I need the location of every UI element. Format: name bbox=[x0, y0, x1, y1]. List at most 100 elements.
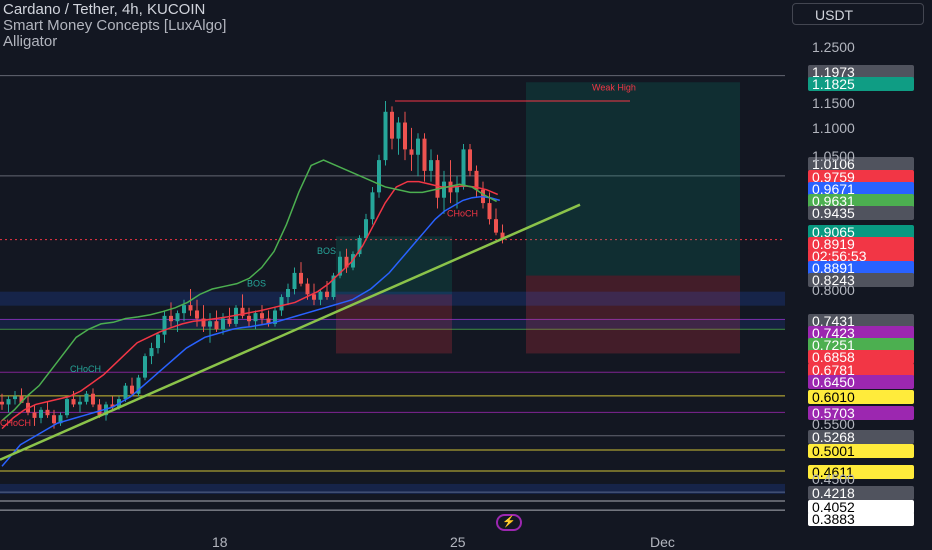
candle-body bbox=[136, 377, 141, 394]
candle-body bbox=[474, 170, 479, 190]
annotation-label: CHoCH bbox=[447, 209, 478, 219]
alligator-jaw bbox=[1, 195, 500, 467]
price-label: 0.9065 bbox=[808, 225, 914, 239]
flash-icon[interactable]: ⚡ bbox=[496, 514, 522, 531]
candle-body bbox=[338, 256, 342, 276]
candle-body bbox=[65, 399, 69, 416]
candle-body bbox=[175, 313, 180, 322]
candle-body bbox=[305, 283, 310, 295]
candle-body bbox=[32, 412, 37, 418]
price-label: 0.7431 bbox=[808, 314, 914, 328]
candle-body bbox=[318, 291, 323, 300]
trendline bbox=[0, 203, 581, 461]
candle-body bbox=[416, 138, 420, 155]
annotation-label: CHoCH bbox=[0, 418, 31, 428]
candle-body bbox=[39, 409, 43, 418]
candle-body bbox=[325, 291, 329, 298]
candle-body bbox=[260, 313, 264, 319]
candle-body bbox=[247, 315, 251, 322]
annotation-label: BOS bbox=[247, 278, 266, 288]
price-label: 0.9759 bbox=[808, 170, 914, 184]
currency-selector[interactable]: USDT bbox=[792, 3, 924, 25]
candle-body bbox=[58, 415, 63, 424]
price-label: 0.9435 bbox=[808, 206, 914, 220]
candle-body bbox=[312, 294, 316, 300]
indicator-smc[interactable]: Smart Money Concepts [LuxAlgo] bbox=[3, 17, 227, 34]
candle-body bbox=[442, 181, 446, 198]
price-label: 0.5268 bbox=[808, 430, 914, 444]
price-label: 0.8919 bbox=[808, 237, 914, 251]
x-tick-label: 25 bbox=[450, 534, 466, 550]
price-label: 0.9671 bbox=[808, 182, 914, 196]
candle-body bbox=[188, 305, 193, 311]
price-label: 0.7423 bbox=[808, 326, 914, 340]
candle-body bbox=[422, 138, 427, 171]
candle-body bbox=[97, 404, 102, 416]
candle-body bbox=[45, 409, 50, 416]
price-label: 0.5001 bbox=[808, 444, 914, 458]
candle-body bbox=[494, 219, 498, 233]
candle-body bbox=[84, 393, 89, 402]
y-tick-label: 0.5500 bbox=[812, 416, 855, 432]
candle-body bbox=[461, 149, 466, 187]
candle-body bbox=[279, 297, 284, 311]
candle-body bbox=[78, 401, 82, 405]
stop-zone bbox=[526, 275, 740, 354]
price-label: 1.0106 bbox=[808, 157, 914, 171]
candle-body bbox=[409, 149, 414, 155]
candle-body bbox=[364, 219, 368, 238]
candle-body bbox=[195, 310, 199, 319]
candle-body bbox=[162, 315, 167, 335]
annotation-label: Weak High bbox=[592, 82, 636, 92]
symbol-title[interactable]: Cardano / Tether, 4h, KUCOIN bbox=[3, 1, 206, 18]
candle-body bbox=[52, 415, 56, 424]
candle-body bbox=[292, 272, 297, 289]
alligator-lips bbox=[1, 159, 497, 422]
price-label: 0.9631 bbox=[808, 194, 914, 208]
candle-body bbox=[357, 237, 362, 255]
y-tick-label: 1.0500 bbox=[812, 148, 855, 164]
candle-body bbox=[149, 348, 154, 357]
price-label: 1.1973 bbox=[808, 65, 914, 79]
demand-band-3 bbox=[0, 483, 785, 494]
candle-body bbox=[429, 160, 433, 171]
price-label: 0.7251 bbox=[808, 338, 914, 352]
price-label: 0.4052 bbox=[808, 500, 914, 514]
candle-body bbox=[0, 401, 4, 405]
price-label: 0.3883 bbox=[808, 512, 914, 526]
annotation-label: BOS bbox=[317, 246, 336, 256]
price-label: 0.4218 bbox=[808, 486, 914, 500]
candle-body bbox=[299, 272, 303, 284]
candle-body bbox=[123, 385, 128, 400]
candle-body bbox=[286, 289, 290, 298]
candle-body bbox=[377, 160, 381, 193]
candle-body bbox=[455, 186, 459, 193]
candle-body bbox=[344, 256, 349, 268]
candle-body bbox=[221, 318, 225, 330]
candle-body bbox=[182, 305, 186, 314]
y-tick-label: 1.2500 bbox=[812, 39, 855, 55]
candle-body bbox=[71, 399, 76, 405]
price-label: 0.5703 bbox=[808, 406, 914, 420]
price-label: 0.4611 bbox=[808, 465, 914, 479]
candle-body bbox=[169, 315, 173, 322]
candle-body bbox=[227, 318, 232, 324]
candle-body bbox=[273, 310, 277, 324]
candle-body bbox=[396, 122, 401, 139]
candle-body bbox=[403, 122, 407, 150]
demand-band-2 bbox=[0, 318, 785, 329]
x-tick-label: 18 bbox=[212, 534, 228, 550]
candle-body bbox=[214, 321, 219, 330]
chart-legend: Cardano / Tether, 4h, KUCOIN Smart Money… bbox=[3, 2, 226, 50]
candle-body bbox=[331, 275, 336, 298]
y-tick-label: 1.1000 bbox=[812, 120, 855, 136]
candle-body bbox=[110, 404, 115, 408]
demand-band bbox=[0, 291, 785, 306]
candle-body bbox=[201, 318, 206, 327]
alligator-teeth bbox=[1, 180, 499, 430]
candle-body bbox=[6, 399, 11, 405]
price-label: 0.6858 bbox=[808, 350, 914, 364]
indicator-alligator[interactable]: Alligator bbox=[3, 33, 58, 50]
price-label: 02:56:53 bbox=[808, 249, 914, 263]
